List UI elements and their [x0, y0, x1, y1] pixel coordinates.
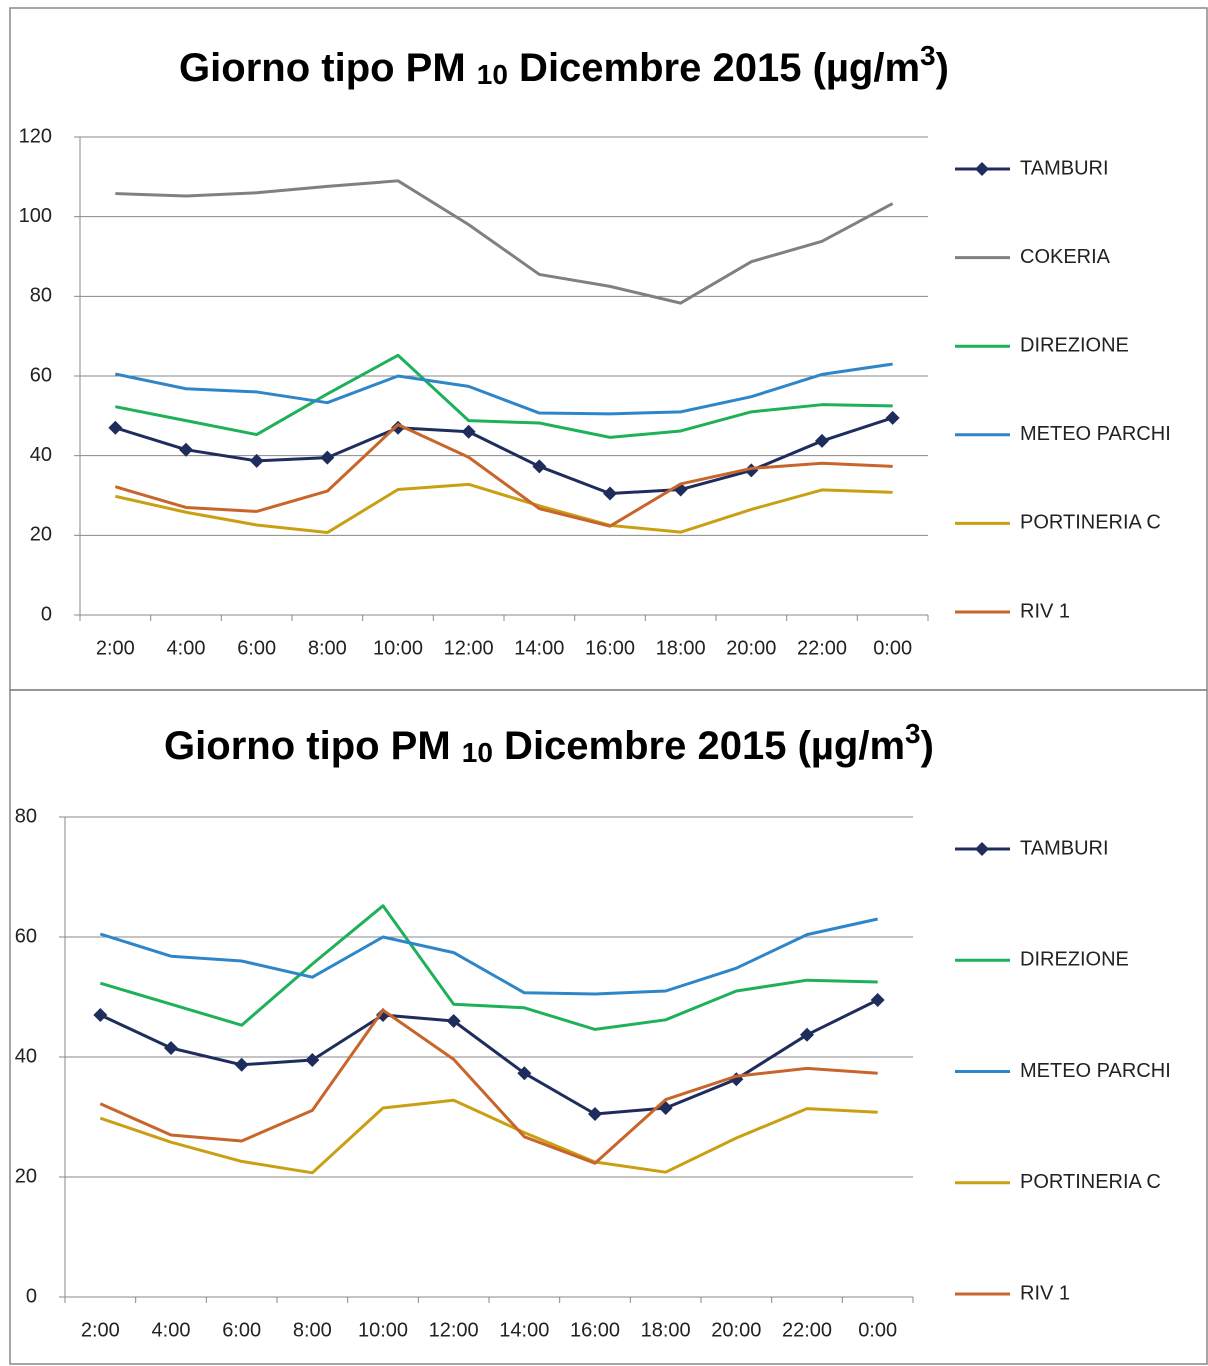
data-point	[885, 410, 900, 425]
series-line	[115, 482, 893, 535]
title-part: )	[936, 46, 949, 90]
y-tick-label: 100	[19, 205, 52, 227]
legend-label: METEO PARCHI	[1020, 1060, 1171, 1082]
y-tick-label: 60	[15, 925, 37, 947]
data-point	[391, 420, 405, 435]
title-part: Dicembre 2015 (µg/m	[508, 46, 920, 90]
data-point	[249, 453, 264, 468]
title-part: 10	[462, 737, 493, 768]
data-point	[517, 1066, 532, 1081]
data-point	[446, 1014, 461, 1028]
series-line	[99, 917, 878, 996]
x-tick-label: 2:00	[81, 1319, 120, 1341]
legend-marker	[975, 842, 989, 856]
x-tick-label: 14:00	[514, 637, 564, 659]
x-tick-label: 18:00	[641, 1319, 691, 1341]
x-tick-label: 6:00	[237, 637, 276, 659]
y-tick-label: 0	[41, 603, 52, 625]
title-part: )	[921, 724, 934, 768]
series-line	[115, 362, 893, 416]
x-tick-label: 8:00	[308, 637, 347, 659]
x-tick-label: 10:00	[358, 1319, 408, 1341]
legend-label: RIV 1	[1020, 600, 1070, 622]
data-point	[305, 1053, 320, 1067]
y-tick-label: 20	[30, 524, 52, 546]
data-point	[93, 1008, 108, 1022]
y-tick-label: 20	[15, 1165, 37, 1187]
y-tick-label: 40	[30, 444, 52, 466]
x-tick-label: 12:00	[444, 637, 494, 659]
series-line	[115, 179, 894, 305]
data-point	[234, 1057, 249, 1072]
y-tick-label: 80	[15, 805, 37, 827]
x-tick-label: 22:00	[782, 1319, 832, 1341]
x-tick-label: 8:00	[293, 1319, 332, 1341]
legend-label: DIREZIONE	[1020, 334, 1129, 356]
data-point	[532, 459, 547, 474]
chart: Giorno tipo PM 10 Dicembre 2015 (µg/m3) 0…	[19, 40, 1171, 659]
data-point	[815, 433, 829, 448]
series-line	[99, 904, 878, 1031]
series-line	[114, 416, 894, 496]
data-point	[164, 1041, 178, 1055]
data-point	[320, 450, 335, 465]
x-tick-label: 20:00	[726, 637, 776, 659]
y-tick-label: 40	[15, 1045, 37, 1067]
legend-label: RIV 1	[1020, 1282, 1070, 1304]
data-point	[588, 1107, 602, 1121]
x-tick-label: 22:00	[797, 637, 847, 659]
title-part: Giorno tipo PM	[164, 724, 462, 768]
x-tick-label: 16:00	[585, 637, 635, 659]
data-point	[800, 1027, 814, 1042]
x-tick-label: 10:00	[373, 637, 423, 659]
data-point	[179, 442, 193, 457]
x-tick-label: 4:00	[152, 1319, 191, 1341]
x-tick-label: 0:00	[873, 637, 912, 659]
x-tick-label: 16:00	[570, 1319, 620, 1341]
legend-marker	[975, 162, 989, 176]
x-tick-label: 2:00	[96, 637, 135, 659]
series-line	[99, 1008, 878, 1165]
x-tick-label: 14:00	[499, 1319, 549, 1341]
legend-label: TAMBURI	[1020, 837, 1109, 859]
title-part: Giorno tipo PM	[179, 46, 477, 90]
legend-label: COKERIA	[1020, 246, 1111, 268]
data-point	[603, 486, 617, 501]
legend-label: PORTINERIA C	[1020, 1171, 1161, 1193]
x-tick-label: 0:00	[858, 1319, 897, 1341]
y-tick-label: 120	[19, 125, 52, 147]
panel-frame	[9, 689, 1208, 1365]
chart-title: Giorno tipo PM 10 Dicembre 2015 (µg/m3)	[179, 40, 949, 91]
data-point	[461, 424, 476, 439]
series-line	[115, 353, 893, 439]
x-tick-label: 20:00	[711, 1319, 761, 1341]
legend-label: PORTINERIA C	[1020, 512, 1161, 534]
title-part: 10	[477, 59, 508, 90]
legend-label: METEO PARCHI	[1020, 423, 1171, 445]
legend-label: DIREZIONE	[1020, 949, 1129, 971]
title-part: 3	[920, 40, 936, 71]
chart: Giorno tipo PM 10 Dicembre 2015 (µg/m3) 0…	[15, 718, 1171, 1341]
data-point	[108, 420, 123, 435]
title-part: Dicembre 2015 (µg/m	[493, 724, 905, 768]
legend-label: TAMBURI	[1020, 157, 1109, 179]
series-line	[114, 423, 893, 528]
y-tick-label: 0	[26, 1285, 37, 1307]
y-tick-label: 80	[30, 285, 52, 307]
x-tick-label: 4:00	[167, 637, 206, 659]
x-tick-label: 6:00	[222, 1319, 261, 1341]
series-line	[99, 998, 879, 1116]
title-part: 3	[905, 718, 921, 749]
data-point	[870, 993, 885, 1007]
y-tick-label: 60	[30, 364, 52, 386]
x-tick-label: 18:00	[656, 637, 706, 659]
x-tick-label: 12:00	[429, 1319, 479, 1341]
series-line	[99, 1098, 878, 1175]
chart-title: Giorno tipo PM 10 Dicembre 2015 (µg/m3)	[164, 718, 934, 769]
